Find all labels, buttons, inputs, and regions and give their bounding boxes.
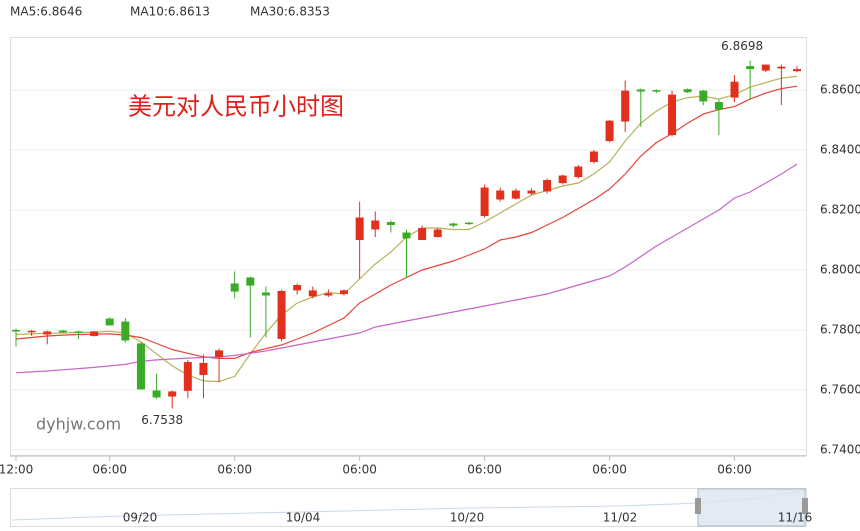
navigator-label: 11/16 <box>778 511 813 525</box>
candle-body <box>449 223 458 226</box>
candle-body <box>746 66 755 70</box>
candle-body <box>699 90 708 102</box>
navigator-label: 09/20 <box>123 511 158 525</box>
candle-body <box>230 283 239 292</box>
candle-body <box>74 331 83 333</box>
candle-body <box>215 350 224 357</box>
candle-body <box>168 391 177 397</box>
candle-body <box>340 290 349 294</box>
candle-body <box>402 232 411 239</box>
navigator <box>10 488 807 527</box>
candle-body <box>12 329 20 332</box>
navigator-handle[interactable] <box>802 498 808 514</box>
candle-body <box>714 102 723 110</box>
chart-title: 美元对人民币小时图 <box>128 93 344 121</box>
annotation: 6.7538 <box>141 413 183 427</box>
candle-body <box>136 343 145 390</box>
candle-body <box>543 180 552 192</box>
candle-body <box>105 318 114 326</box>
candle-body <box>605 120 614 142</box>
candle-body <box>152 390 161 398</box>
candle-body <box>261 292 270 296</box>
y-tick-label: 6.8200 <box>820 203 860 217</box>
y-tick-label: 6.8400 <box>820 143 860 157</box>
x-tick-label: 06:00 <box>217 463 252 477</box>
candle-body <box>121 321 130 341</box>
x-tick-label: 06:00 <box>342 463 377 477</box>
navigator-label: 10/04 <box>286 511 321 525</box>
candle-body <box>324 293 333 296</box>
candle-body <box>27 330 36 333</box>
candle-body <box>293 284 302 291</box>
x-tick-label: 06:00 <box>592 463 627 477</box>
annotation: 6.8698 <box>721 39 763 53</box>
y-tick-label: 6.8000 <box>820 262 860 276</box>
candle-body <box>58 330 67 333</box>
candle-body <box>621 90 630 122</box>
y-tick-label: 6.8600 <box>820 83 860 97</box>
candle-body <box>652 90 661 92</box>
candle-body <box>433 229 442 238</box>
x-tick-label: 12:00 <box>0 463 33 477</box>
candle-body <box>761 64 770 71</box>
candle-body <box>636 89 645 92</box>
y-tick-label: 6.7600 <box>820 382 860 396</box>
candle-body <box>199 362 208 375</box>
ma-line <box>15 163 798 374</box>
candle-body <box>793 69 801 72</box>
x-tick-label: 06:00 <box>92 463 127 477</box>
navigator-label: 10/20 <box>450 511 485 525</box>
candle-body <box>43 331 52 335</box>
candle-body <box>308 290 317 297</box>
navigator-handle[interactable] <box>695 498 701 514</box>
watermark: dyhjw.com <box>36 415 121 434</box>
ma-line <box>15 85 798 359</box>
candle-body <box>90 331 99 336</box>
navigator-label: 11/02 <box>603 511 638 525</box>
candle-body <box>668 94 677 136</box>
candle-body <box>464 222 473 225</box>
candle-body <box>496 190 505 200</box>
legend-entry: MA30:6.8353 <box>250 5 330 19</box>
candle-body <box>527 190 536 194</box>
candle-body <box>574 166 583 178</box>
candle-body <box>589 151 598 163</box>
y-tick-label: 6.7400 <box>820 442 860 456</box>
candle-body <box>277 290 286 339</box>
legend-entry: MA10:6.8613 <box>130 5 210 19</box>
legend-entry: MA5:6.8646 <box>10 5 82 19</box>
x-tick-label: 06:00 <box>717 463 752 477</box>
candle-body <box>371 220 380 230</box>
candle-body <box>246 277 255 286</box>
x-tick-label: 06:00 <box>467 463 502 477</box>
candle-body <box>480 187 489 217</box>
candle-body <box>355 217 364 241</box>
candle-body <box>418 228 427 241</box>
candle-body <box>683 89 692 93</box>
candle-body <box>511 190 520 199</box>
candle-body <box>558 175 567 184</box>
candle-body <box>777 66 786 69</box>
candle-body <box>183 362 192 391</box>
candle-body <box>386 222 395 226</box>
y-tick-label: 6.7800 <box>820 322 860 336</box>
candle-body <box>730 81 739 98</box>
